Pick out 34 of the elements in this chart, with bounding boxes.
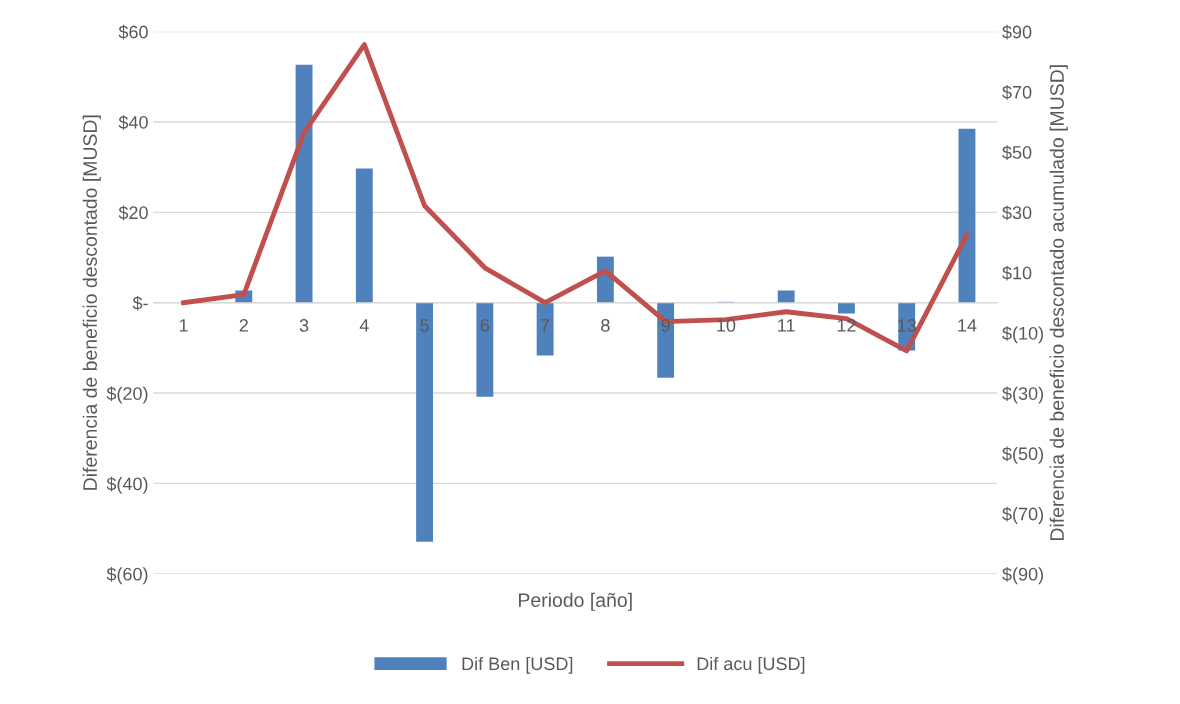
x-tick-label: 1 bbox=[179, 319, 188, 332]
y2-tick-label: $(90) bbox=[1002, 567, 1043, 585]
y2-tick-label: $(30) bbox=[1002, 386, 1043, 404]
y-tick-label: $60 bbox=[118, 24, 148, 40]
y2-tick-label: $70 bbox=[1002, 85, 1032, 100]
y-tick-label: $- bbox=[132, 295, 148, 311]
y2-axis-title: Diferencia de beneficio descontado acumulado [MUSD] bbox=[1049, 65, 1068, 540]
x-tick-label: 11 bbox=[778, 319, 795, 332]
y2-tick-label: $90 bbox=[1002, 24, 1032, 40]
x-tick-label: 3 bbox=[299, 319, 309, 332]
x-tick-label: 8 bbox=[601, 319, 610, 332]
x-tick-label: 2 bbox=[239, 319, 248, 332]
x-axis-title: Periodo [año] bbox=[519, 592, 632, 611]
y-axis-title: Diferencia de beneficio descontado [MUSD] bbox=[82, 115, 101, 490]
y-tick-label: $40 bbox=[118, 115, 148, 130]
y-tick-label: $20 bbox=[118, 205, 148, 221]
y2-tick-label: $10 bbox=[1002, 265, 1032, 281]
y-tick-label: $(60) bbox=[106, 567, 148, 585]
x-tick-label: 4 bbox=[359, 319, 369, 332]
legend-label: Dif Ben [USD] bbox=[462, 656, 573, 674]
x-tick-label: 14 bbox=[958, 319, 977, 332]
y2-tick-label: $(10) bbox=[1002, 326, 1043, 344]
y2-tick-label: $(50) bbox=[1002, 446, 1043, 464]
x-tick-label: 10 bbox=[717, 319, 736, 332]
y2-tick-label: $30 bbox=[1002, 205, 1032, 221]
y-tick-label: $(40) bbox=[106, 476, 148, 494]
y2-tick-label: $(70) bbox=[1002, 506, 1043, 524]
y-tick-label: $(20) bbox=[106, 386, 148, 404]
y2-tick-label: $50 bbox=[1002, 145, 1032, 160]
x-tick-label: 7 bbox=[541, 319, 550, 332]
x-tick-label: 12 bbox=[837, 319, 856, 332]
x-tick-label: 6 bbox=[480, 319, 490, 332]
legend-label: Dif acu [USD] bbox=[697, 656, 805, 674]
x-tick-label: 5 bbox=[420, 319, 429, 332]
